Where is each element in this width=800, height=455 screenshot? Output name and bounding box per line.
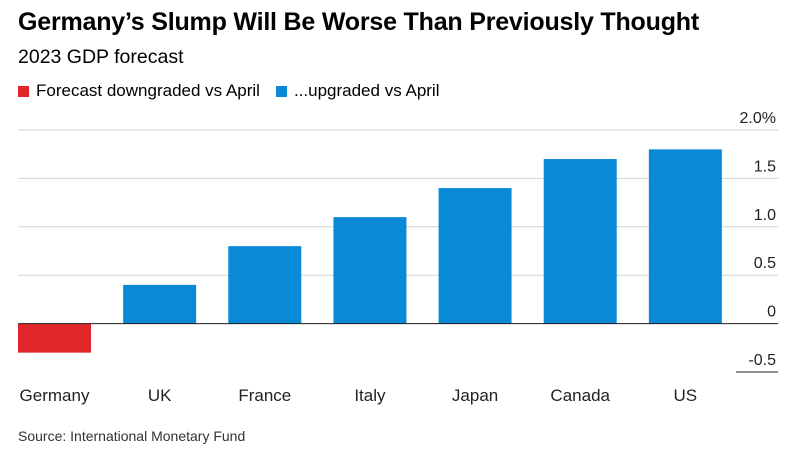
legend-swatch-upgraded	[275, 85, 287, 97]
legend-item-downgraded: Forecast downgraded vs April	[18, 81, 260, 101]
legend-swatch-downgraded	[18, 85, 29, 97]
bar-france	[228, 246, 302, 324]
x-tick-label: France	[238, 386, 291, 405]
axes: -0.5 0 0.5 1.0 1.5 2.0% Germany UK France Italy Ja…	[18, 110, 778, 405]
y-tick-label: 1.0	[754, 207, 776, 224]
x-tick-label: Japan	[452, 386, 498, 405]
legend-item-upgraded: ...upgraded vs April	[275, 81, 440, 101]
bar-japan	[438, 188, 512, 324]
bar-germany	[18, 323, 91, 353]
x-tick-label: Italy	[354, 386, 386, 405]
bar-italy	[333, 217, 407, 324]
x-tick-label: Germany	[20, 386, 90, 405]
bars	[18, 149, 722, 353]
legend-label-upgraded: ...upgraded vs April	[293, 81, 440, 100]
bar-us	[648, 149, 722, 324]
x-tick-label: Canada	[550, 386, 610, 405]
x-tick-label: US	[674, 386, 698, 405]
y-tick-label: 0	[767, 304, 776, 321]
y-tick-label: 0.5	[754, 255, 776, 272]
y-tick-label: -0.5	[748, 352, 776, 369]
x-tick-label: UK	[148, 386, 172, 405]
y-tick-label: 2.0%	[740, 110, 776, 127]
bar-canada	[543, 159, 617, 324]
chart-subtitle: 2023 GDP forecast	[18, 46, 184, 68]
chart-title: Germany’s Slump Will Be Worse Than Previ…	[18, 8, 699, 36]
source-note: Source: International Monetary Fund	[18, 428, 246, 444]
legend-label-downgraded: Forecast downgraded vs April	[36, 81, 260, 100]
chart-legend: Forecast downgraded vs April ...upgraded…	[18, 80, 455, 102]
y-tick-label: 1.5	[754, 158, 776, 175]
bar-uk	[123, 284, 197, 324]
